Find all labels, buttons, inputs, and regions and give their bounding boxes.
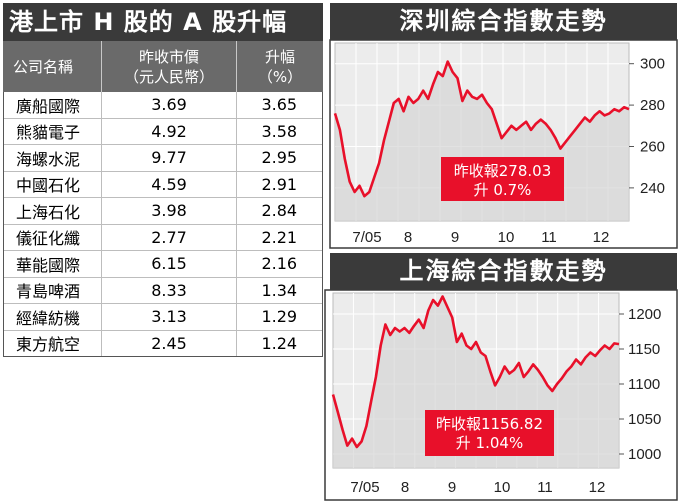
header-rise: 升幅 （%） xyxy=(236,41,323,92)
close-annotation-line2: 升 0.7% xyxy=(474,181,532,199)
company-name: 東方航空 xyxy=(16,335,81,355)
y-tick-label: 1200 xyxy=(628,306,661,323)
table-row: 熊貓電子 4.92 3.58 xyxy=(4,117,322,144)
x-tick-label: 10 xyxy=(498,229,515,246)
close-price: 4.92 xyxy=(101,118,235,144)
company-name: 廣船國際 xyxy=(16,96,81,116)
close-price: 3.98 xyxy=(101,198,235,224)
table-body: 廣船國際 3.69 3.65 熊貓電子 4.92 3.58 海螺水泥 9.77 2.95 中… xyxy=(3,92,323,357)
close-price: 2.45 xyxy=(101,330,235,356)
rise-percent: 3.65 xyxy=(235,92,322,118)
header-rise-line1: 升幅 xyxy=(264,47,295,66)
y-tick-label: 1100 xyxy=(628,376,660,393)
rise-percent: 2.21 xyxy=(235,224,322,250)
table-row: 中國石化 4.59 2.91 xyxy=(4,170,322,197)
close-annotation-box xyxy=(425,410,554,456)
x-tick-label: 10 xyxy=(494,479,511,496)
close-price: 6.15 xyxy=(101,251,235,277)
table-row: 上海石化 3.98 2.84 xyxy=(4,197,322,224)
y-tick-label: 240 xyxy=(640,180,665,197)
rise-percent: 1.24 xyxy=(235,330,322,356)
header-price-line1: 昨收市價 xyxy=(138,47,199,66)
table-row: 海螺水泥 9.77 2.95 xyxy=(4,144,322,171)
x-tick-label: 12 xyxy=(589,479,606,496)
company-name: 經緯紡機 xyxy=(16,308,81,328)
x-tick-label: 9 xyxy=(451,229,459,246)
rise-percent: 3.58 xyxy=(235,118,322,144)
table-row: 東方航空 2.45 1.24 xyxy=(4,329,322,356)
shanghai-chart-title: 上海綜合指數走勢 xyxy=(330,253,677,290)
company-name: 儀征化纖 xyxy=(16,229,81,249)
y-tick-label: 260 xyxy=(640,138,665,155)
series-line xyxy=(333,60,630,198)
header-price: 昨收市價 （元人民幣） xyxy=(101,41,236,92)
series-line xyxy=(331,295,620,449)
rise-percent: 2.91 xyxy=(235,171,322,197)
table-row: 青島啤酒 8.33 1.34 xyxy=(4,276,322,303)
company-name: 上海石化 xyxy=(16,202,81,222)
company-name: 熊貓電子 xyxy=(16,123,81,143)
rise-percent: 2.16 xyxy=(235,251,322,277)
company-name: 中國石化 xyxy=(16,176,81,196)
rise-percent: 1.34 xyxy=(235,277,322,303)
table-row: 華能國際 6.15 2.16 xyxy=(4,250,322,277)
rise-percent: 1.29 xyxy=(235,304,322,330)
close-annotation-line1: 昨收報278.03 xyxy=(454,162,552,180)
table-title: 港上市 H 股的 A 股升幅 xyxy=(3,3,323,41)
y-tick-label: 1000 xyxy=(628,446,661,463)
x-tick-label: 12 xyxy=(593,229,610,246)
close-price: 9.77 xyxy=(101,145,235,171)
close-price: 2.77 xyxy=(101,224,235,250)
company-name: 海螺水泥 xyxy=(16,149,81,169)
chart-0: 240 260 280 300 7/05 8 9 10 11 12 昨收報278.03升 0.7% xyxy=(329,39,678,249)
close-price: 4.59 xyxy=(101,171,235,197)
x-tick-label: 8 xyxy=(404,229,412,246)
chart-1: 1000 1050 1100 1150 1200 7/05 8 9 10 11 12 昨收報1156.… xyxy=(324,289,678,501)
close-price: 8.33 xyxy=(101,277,235,303)
x-tick-label: 7/05 xyxy=(352,229,381,246)
header-rise-line2: （%） xyxy=(257,67,303,86)
table-row: 儀征化纖 2.77 2.21 xyxy=(4,223,322,250)
close-price: 3.69 xyxy=(101,92,235,118)
y-tick-label: 280 xyxy=(640,97,665,114)
company-name: 華能國際 xyxy=(16,255,81,275)
company-name: 青島啤酒 xyxy=(16,282,81,302)
table-row: 經緯紡機 3.13 1.29 xyxy=(4,303,322,330)
rise-percent: 2.84 xyxy=(235,198,322,224)
close-price: 3.13 xyxy=(101,304,235,330)
x-tick-label: 11 xyxy=(537,479,553,496)
h-share-table: 港上市 H 股的 A 股升幅 公司名稱 昨收市價 （元人民幣） 升幅 （%） 廣… xyxy=(3,3,323,357)
y-tick-label: 1150 xyxy=(628,341,660,358)
close-annotation-line1: 昨收報1156.82 xyxy=(436,415,543,433)
header-name: 公司名稱 xyxy=(13,57,74,76)
y-tick-label: 1050 xyxy=(628,411,661,428)
close-annotation-box xyxy=(441,157,564,201)
y-tick-label: 300 xyxy=(640,56,665,73)
x-tick-label: 7/05 xyxy=(350,479,379,496)
header-price-line2: （元人民幣） xyxy=(123,67,214,86)
x-tick-label: 9 xyxy=(448,479,456,496)
table-header: 公司名稱 昨收市價 （元人民幣） 升幅 （%） xyxy=(3,41,323,92)
rise-percent: 2.95 xyxy=(235,145,322,171)
x-tick-label: 8 xyxy=(401,479,409,496)
shenzhen-chart-title: 深圳綜合指數走勢 xyxy=(330,3,677,40)
close-annotation-line2: 升 1.04% xyxy=(456,434,523,452)
table-row: 廣船國際 3.69 3.65 xyxy=(4,92,322,118)
x-tick-label: 11 xyxy=(541,229,557,246)
